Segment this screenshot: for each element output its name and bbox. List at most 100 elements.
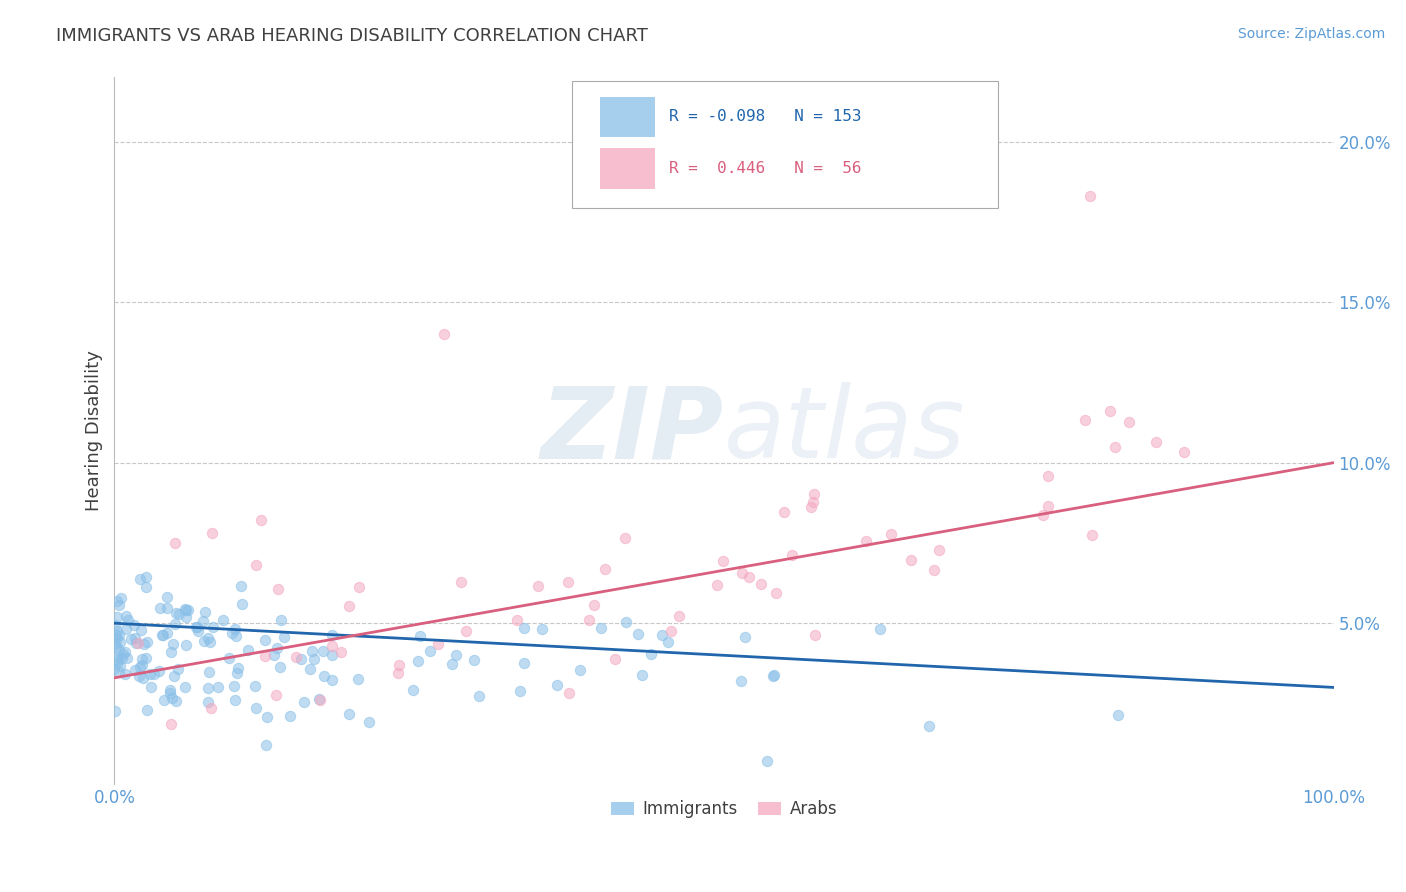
Point	[226, 661, 249, 675]
Point	[321, 628, 343, 642]
Point	[114, 667, 136, 681]
Point	[108, 643, 131, 657]
Point	[162, 637, 184, 651]
Point	[224, 693, 246, 707]
Point	[256, 710, 278, 724]
Point	[531, 623, 554, 637]
Y-axis label: Hearing Disability: Hearing Disability	[86, 351, 103, 511]
Point	[762, 668, 785, 682]
Point	[591, 621, 613, 635]
Point	[756, 754, 779, 768]
Point	[105, 657, 128, 671]
Point	[651, 628, 673, 642]
Point	[869, 622, 891, 636]
Point	[104, 704, 127, 718]
Point	[105, 650, 128, 665]
Point	[105, 631, 128, 645]
Point	[201, 619, 224, 633]
Text: atlas: atlas	[724, 382, 966, 479]
Point	[193, 614, 215, 628]
Point	[105, 624, 128, 638]
Point	[135, 580, 157, 594]
Point	[546, 678, 568, 692]
Point	[103, 637, 125, 651]
Point	[406, 654, 429, 668]
Point	[114, 645, 136, 659]
Point	[613, 532, 636, 546]
Point	[150, 628, 173, 642]
Point	[299, 662, 322, 676]
Point	[267, 582, 290, 597]
Point	[120, 632, 142, 647]
Point	[631, 668, 654, 682]
Point	[627, 627, 650, 641]
Point	[138, 666, 160, 681]
Point	[922, 563, 945, 577]
Text: IMMIGRANTS VS ARAB HEARING DISABILITY CORRELATION CHART: IMMIGRANTS VS ARAB HEARING DISABILITY CO…	[56, 27, 648, 45]
Point	[801, 495, 824, 509]
Point	[222, 679, 245, 693]
Point	[273, 631, 295, 645]
Point	[221, 626, 243, 640]
Point	[309, 693, 332, 707]
Point	[184, 620, 207, 634]
Point	[357, 714, 380, 729]
Point	[165, 536, 187, 550]
Point	[245, 558, 267, 572]
Point	[614, 615, 637, 630]
FancyBboxPatch shape	[572, 81, 998, 208]
Point	[558, 686, 581, 700]
Point	[153, 693, 176, 707]
Point	[197, 695, 219, 709]
Point	[193, 634, 215, 648]
Point	[506, 613, 529, 627]
Point	[928, 542, 950, 557]
Point	[231, 598, 253, 612]
Point	[174, 603, 197, 617]
Point	[249, 513, 271, 527]
Point	[197, 681, 219, 695]
Point	[152, 628, 174, 642]
Point	[879, 527, 901, 541]
Point	[105, 610, 128, 624]
Point	[115, 623, 138, 637]
Point	[225, 630, 247, 644]
Point	[162, 669, 184, 683]
Point	[165, 606, 187, 620]
Point	[211, 613, 233, 627]
Point	[1038, 499, 1060, 513]
Point	[159, 683, 181, 698]
Point	[131, 658, 153, 673]
Point	[156, 601, 179, 615]
Point	[557, 575, 579, 590]
Point	[278, 709, 301, 723]
Point	[409, 629, 432, 643]
Point	[1173, 444, 1195, 458]
FancyBboxPatch shape	[600, 96, 655, 137]
Point	[105, 593, 128, 607]
Point	[803, 487, 825, 501]
Point	[122, 618, 145, 632]
Point	[253, 648, 276, 663]
Point	[1080, 528, 1102, 542]
Point	[1036, 468, 1059, 483]
Point	[197, 665, 219, 679]
Point	[765, 586, 787, 600]
Point	[135, 650, 157, 665]
Point	[128, 669, 150, 683]
Point	[292, 695, 315, 709]
Point	[135, 569, 157, 583]
Legend: Immigrants, Arabs: Immigrants, Arabs	[605, 794, 844, 825]
Point	[349, 581, 371, 595]
Point	[131, 671, 153, 685]
Point	[290, 652, 312, 666]
Point	[388, 658, 411, 673]
Point	[136, 635, 159, 649]
Point	[187, 624, 209, 638]
Point	[321, 648, 343, 662]
Text: Source: ZipAtlas.com: Source: ZipAtlas.com	[1237, 27, 1385, 41]
Point	[134, 637, 156, 651]
Point	[160, 690, 183, 705]
Point	[148, 664, 170, 678]
Point	[194, 605, 217, 619]
